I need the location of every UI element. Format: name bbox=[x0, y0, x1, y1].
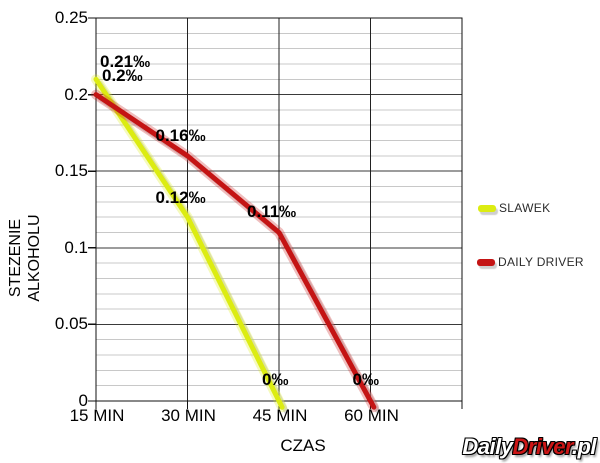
legend-swatch-red bbox=[477, 258, 495, 266]
x-tick-label-2: 30 MIN bbox=[161, 406, 216, 425]
point-label-daily-driver-2: 0.16‰ bbox=[155, 125, 206, 145]
legend-label-slawek: SLAWEK bbox=[499, 201, 551, 215]
x-tick-label-4: 60 MIN bbox=[344, 406, 399, 425]
logo-text-daily: Daily bbox=[462, 434, 513, 459]
point-label-daily-driver-1: 0.2‰ bbox=[102, 65, 143, 85]
logo-text-pl: .pl bbox=[571, 434, 597, 459]
y-tick-label-0.2: 0.2 bbox=[64, 84, 88, 104]
x-axis-title: CZAS bbox=[280, 436, 326, 455]
y-axis-title-line1: STEZENIE bbox=[7, 218, 24, 298]
point-label-daily-driver-3: 0.11‰ bbox=[247, 202, 297, 222]
legend-item-slawek: SLAWEK bbox=[478, 201, 550, 215]
y-axis-title-line2: ALKOHOLU bbox=[26, 214, 43, 302]
legend-item-daily-driver: DAILY DRIVER bbox=[477, 255, 584, 269]
point-label-daily-driver-4: 0‰ bbox=[352, 370, 379, 389]
point-label-slawek-3: 0‰ bbox=[262, 370, 289, 389]
legend-swatch-yellow bbox=[478, 204, 496, 212]
data-line-daily-driver bbox=[93, 92, 377, 410]
y-axis-title: STEZENIE ALKOHOLU bbox=[6, 188, 46, 328]
legend-label-daily-driver: DAILY DRIVER bbox=[498, 255, 584, 269]
dailydriver-logo: DailyDriver.pl bbox=[462, 434, 596, 460]
y-tick-label-0.1: 0.1 bbox=[64, 237, 88, 257]
y-tick-label-0.15: 0.15 bbox=[54, 161, 88, 181]
x-tick-label-1: 15 MIN bbox=[69, 406, 125, 425]
data-line-slawek bbox=[93, 76, 285, 410]
logo-text-driver: Driver bbox=[512, 434, 572, 459]
y-tick-label-0.05: 0.05 bbox=[54, 314, 88, 334]
point-label-slawek-1: 0.21‰ bbox=[100, 52, 151, 72]
x-tick-label-3: 45 MIN bbox=[252, 406, 308, 425]
y-tick-label-0: 0 bbox=[78, 391, 88, 410]
point-label-slawek-2: 0.12‰ bbox=[155, 188, 206, 208]
y-tick-label-0.25: 0.25 bbox=[54, 8, 88, 27]
